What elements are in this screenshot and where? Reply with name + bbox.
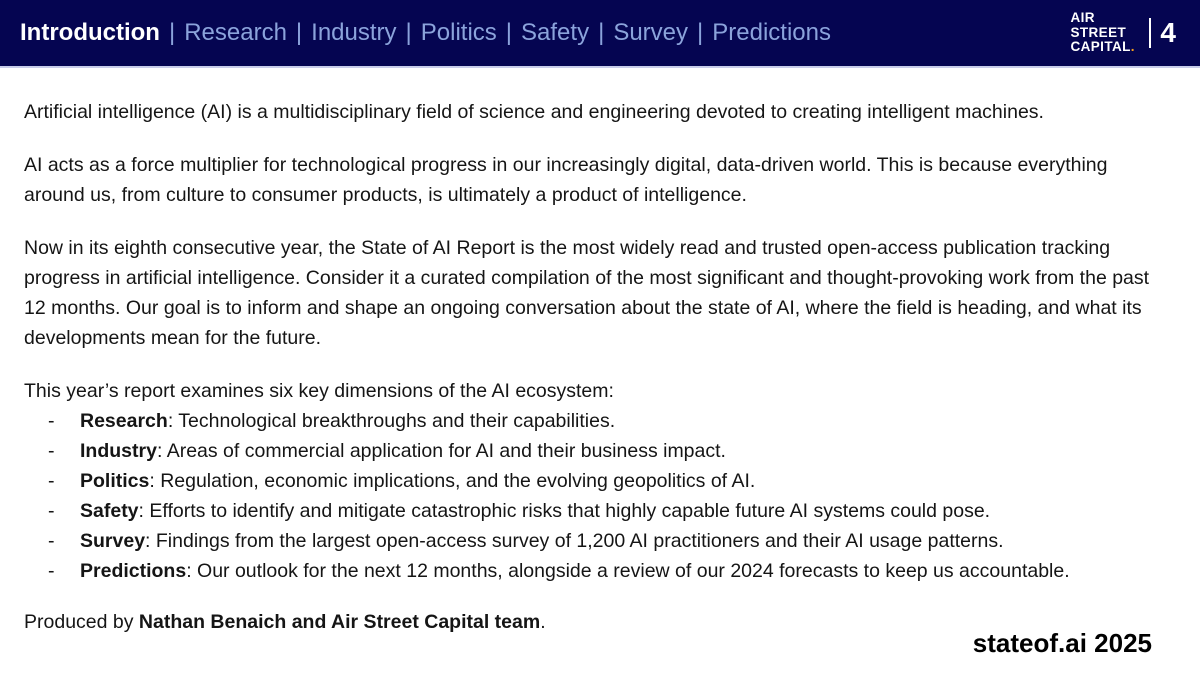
logo-line-1: AIR	[1070, 10, 1095, 26]
page-number: 4	[1148, 17, 1176, 49]
dimensions-list-intro: This year’s report examines six key dime…	[24, 380, 614, 402]
nav-separator: |	[295, 19, 303, 46]
nav-separator: |	[505, 19, 513, 46]
bullet-dash: -	[48, 560, 55, 582]
page-number-divider	[1148, 18, 1152, 48]
intro-paragraph-2: AI acts as a force multiplier for techno…	[24, 154, 1108, 206]
list-item-survey: - Survey: Findings from the largest open…	[24, 526, 1152, 556]
air-street-capital-logo: AIR STREET CAPITAL.	[1070, 11, 1134, 55]
list-item-text: Safety: Efforts to identify and mitigate…	[80, 500, 991, 522]
nav-item-predictions[interactable]: Predictions	[712, 19, 831, 46]
produced-by-line: Produced by Nathan Benaich and Air Stree…	[24, 611, 546, 633]
logo-orange-dot: .	[1130, 39, 1135, 55]
dimensions-list-block: This year’s report examines six key dime…	[24, 376, 1152, 586]
slide-body: Artificial intelligence (AI) is a multid…	[0, 68, 1178, 658]
nav-separator: |	[168, 19, 176, 46]
list-item-text: Survey: Findings from the largest open-a…	[80, 530, 1004, 552]
list-item-text: Industry: Areas of commercial applicatio…	[80, 440, 726, 462]
logo-line-3: CAPITAL.	[1070, 39, 1135, 55]
logo-line-2: STREET	[1070, 24, 1127, 40]
nav-item-survey[interactable]: Survey	[613, 19, 689, 46]
intro-paragraph-1: Artificial intelligence (AI) is a multid…	[24, 101, 1044, 123]
bullet-dash: -	[48, 500, 55, 522]
nav-separator: |	[598, 19, 605, 46]
intro-paragraph-3: Now in its eighth consecutive year, the …	[24, 237, 1150, 349]
stateof-ai-brand: stateof.ai 2025	[972, 628, 1152, 658]
list-item-industry: - Industry: Areas of commercial applicat…	[24, 436, 1152, 466]
nav-item-industry[interactable]: Industry	[311, 19, 397, 46]
list-item-text: Research: Technological breakthroughs an…	[80, 410, 616, 432]
bullet-dash: -	[48, 440, 55, 462]
list-item-research: - Research: Technological breakthroughs …	[24, 406, 1152, 436]
bullet-dash: -	[48, 470, 55, 492]
section-nav: Introduction | Research | Industry | Pol…	[20, 19, 831, 47]
nav-item-safety[interactable]: Safety	[521, 19, 590, 46]
bullet-dash: -	[48, 530, 55, 552]
list-item-politics: - Politics: Regulation, economic implica…	[24, 466, 1152, 496]
nav-item-introduction[interactable]: Introduction	[20, 19, 160, 46]
nav-separator: |	[405, 19, 412, 46]
list-item-text: Predictions: Our outlook for the next 12…	[80, 560, 1070, 582]
nav-separator: |	[697, 19, 704, 46]
nav-item-research[interactable]: Research	[184, 19, 287, 46]
nav-item-politics[interactable]: Politics	[420, 19, 497, 46]
page-number-value: 4	[1160, 17, 1176, 48]
header-right: AIR STREET CAPITAL. 4	[1070, 11, 1176, 55]
header-bar: Introduction | Research | Industry | Pol…	[0, 0, 1200, 68]
list-item-predictions: - Predictions: Our outlook for the next …	[24, 556, 1152, 586]
bullet-dash: -	[48, 410, 55, 432]
list-item-safety: - Safety: Efforts to identify and mitiga…	[24, 496, 1152, 526]
list-item-text: Politics: Regulation, economic implicati…	[80, 470, 756, 492]
